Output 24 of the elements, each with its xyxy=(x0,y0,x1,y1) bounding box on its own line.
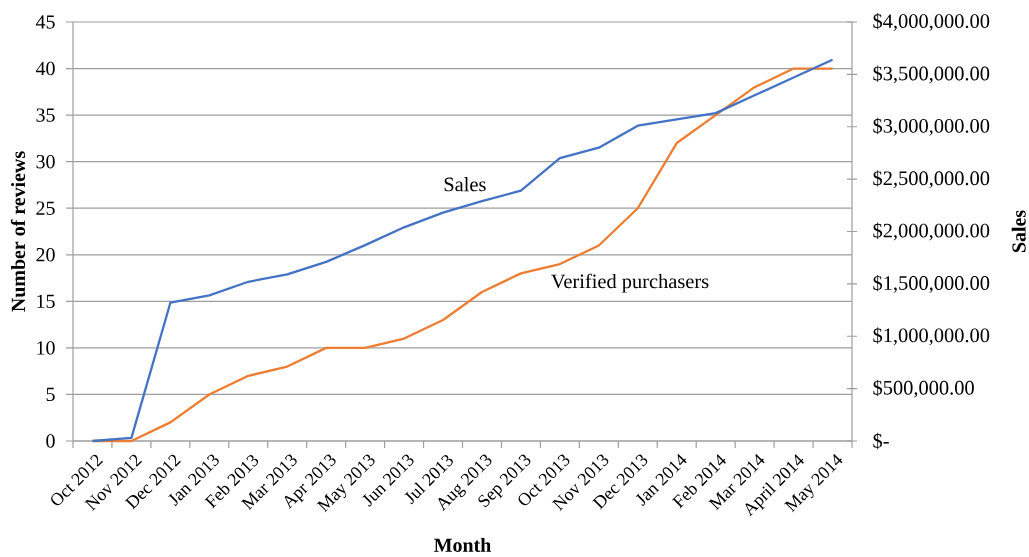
y2-tick-label: $1,000,000.00 xyxy=(873,327,990,346)
y2-tick-label: $3,500,000.00 xyxy=(873,65,990,84)
y-tick-label: 40 xyxy=(35,61,55,76)
y2-tick-label: $- xyxy=(873,432,889,450)
y2-tick-label: $3,000,000.00 xyxy=(873,117,990,136)
y2-tick-label: $2,500,000.00 xyxy=(873,170,990,189)
y-axis-title: Number of reviews xyxy=(10,151,26,312)
y2-tick-label: $1,500,000.00 xyxy=(873,274,990,293)
y2-tick-label: $4,000,000.00 xyxy=(873,13,990,31)
y-tick-label: 0 xyxy=(46,434,55,448)
y-tick-label: 20 xyxy=(36,248,55,262)
series-label: Verified purchasers xyxy=(551,273,709,293)
y-tick-label: 10 xyxy=(37,341,55,355)
series-label: Sales xyxy=(444,176,486,192)
y-tick-label: 45 xyxy=(35,15,55,29)
y-tick-label: 35 xyxy=(36,108,55,122)
y-tick-label: 25 xyxy=(36,201,55,215)
y2-tick-label: $2,000,000.00 xyxy=(873,222,990,241)
x-axis-title: Month xyxy=(434,537,491,552)
y-tick-label: 15 xyxy=(37,294,55,308)
y2-axis-title: Sales xyxy=(1011,210,1026,253)
y-tick-label: 30 xyxy=(36,154,55,169)
y2-tick-label: $500,000.00 xyxy=(873,379,974,398)
y-tick-label: 5 xyxy=(46,387,55,402)
